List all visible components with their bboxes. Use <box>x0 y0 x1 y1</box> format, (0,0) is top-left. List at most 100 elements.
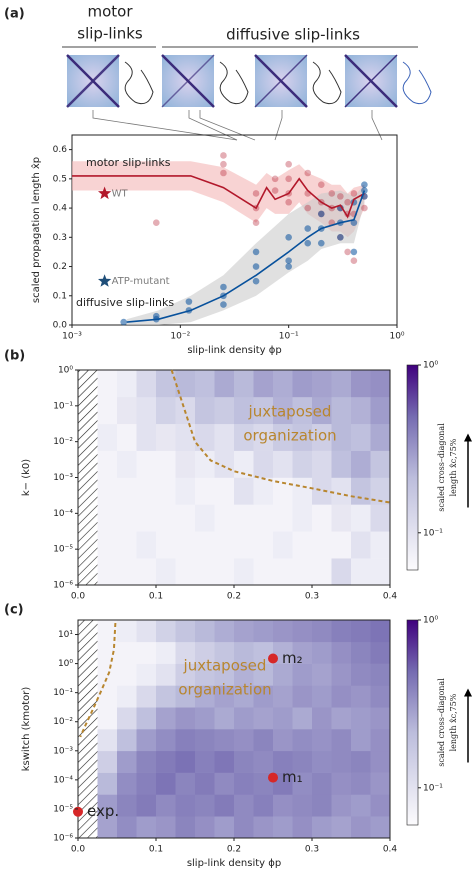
star-marker <box>98 186 112 200</box>
heatmap-cell <box>253 750 274 773</box>
heatmap-cell <box>117 641 137 664</box>
scatter-point <box>252 277 260 285</box>
heatmap-cell <box>331 663 352 686</box>
heatmap-cell <box>97 450 118 478</box>
heatmap-cell <box>312 641 332 664</box>
heatmap-cell <box>136 423 157 451</box>
heatmap-cell <box>312 558 332 586</box>
heatmap-cell <box>97 477 118 505</box>
band <box>126 184 365 325</box>
heatmap-cell <box>351 531 371 559</box>
x-tick-label: 0.1 <box>149 845 163 855</box>
heatmap-cell <box>156 729 176 752</box>
connector <box>199 110 256 141</box>
heatmap-cell <box>253 504 274 532</box>
y-tick-label: 10⁻⁶ <box>53 581 73 591</box>
y-tick-label: 10⁻⁴ <box>53 775 73 785</box>
heatmap-cell <box>351 685 371 708</box>
heatmap-cell <box>214 663 235 686</box>
heatmap-cell <box>195 685 215 708</box>
point-label: m₁ <box>282 768 303 786</box>
heatmap-cell <box>97 816 118 839</box>
x-tick-label: 0.0 <box>71 592 86 602</box>
heatmap-cell <box>273 423 293 451</box>
heatmap-cell <box>312 729 332 752</box>
heatmap-cell <box>292 685 313 708</box>
scatter-point <box>220 169 227 177</box>
heatmap-cell <box>370 707 391 730</box>
heatmap-cell <box>351 750 371 773</box>
heatmap-cell <box>195 370 215 398</box>
heatmap-cell <box>214 620 235 643</box>
heatmap-cell <box>175 620 196 643</box>
colorbar-label: length x̂c,75% <box>449 438 458 496</box>
heatmap-cell <box>351 504 371 532</box>
heatmap-cell <box>195 396 215 425</box>
heatmap-cell <box>292 794 313 817</box>
scatter-point <box>304 204 312 212</box>
heatmap-cell <box>312 450 332 478</box>
heatmap-cell <box>234 685 254 708</box>
heatmap-cell <box>370 450 391 478</box>
scatter-point <box>317 239 325 247</box>
scatter-point <box>350 257 358 264</box>
scatter-point <box>304 225 312 232</box>
heatmap-cell <box>195 794 215 817</box>
heatmap-cell <box>234 531 254 559</box>
heatmap-cell <box>370 558 391 586</box>
heatmap-cell <box>312 816 332 839</box>
heatmap-cell <box>234 396 254 425</box>
heatmap-cell <box>136 685 157 708</box>
heatmap-cell <box>214 558 235 586</box>
x-tick-label: 0.4 <box>383 592 398 602</box>
heatmap-cell <box>273 396 293 425</box>
heatmap-cell <box>253 450 274 478</box>
x-tick-label: 0.3 <box>305 592 319 602</box>
heatmap-cell <box>292 450 313 478</box>
heatmap-cell <box>292 750 313 773</box>
heatmap-cell <box>195 707 215 730</box>
heatmap-cell <box>214 477 235 505</box>
heatmap-cell <box>214 396 235 425</box>
heatmap-cell <box>136 450 157 478</box>
heatmap-cell <box>234 450 254 478</box>
heatmap-cell <box>156 396 176 425</box>
heatmap-cell <box>351 370 371 398</box>
heatmap-cell <box>312 685 332 708</box>
heatmap-cell <box>351 663 371 686</box>
heatmap-cell <box>370 641 391 664</box>
heatmap-cell <box>312 423 332 451</box>
header-label: motor <box>87 3 133 21</box>
heatmap-cell <box>156 685 176 708</box>
heatmap-cell <box>136 620 157 643</box>
heatmap-cell <box>97 620 118 643</box>
heatmap-cell <box>331 477 352 505</box>
heatmap-cell <box>351 794 371 817</box>
heatmap-cell <box>175 663 196 686</box>
heatmap-cell <box>331 707 352 730</box>
scatter-point <box>152 219 160 226</box>
heatmap-cell <box>370 423 391 451</box>
x-tick-label: 0.2 <box>227 592 241 602</box>
hatched-region <box>78 370 98 585</box>
heatmap-cell <box>175 816 196 839</box>
scatter-point <box>285 160 292 168</box>
marker-label: WT <box>112 188 129 199</box>
heatmap-cell <box>370 370 391 398</box>
colorbar-label: scaled cross–diagonal <box>437 423 446 512</box>
scatter-point <box>285 175 292 183</box>
heatmap-cell <box>156 707 176 730</box>
heatmap-cell <box>117 707 137 730</box>
heatmap-cell <box>370 729 391 752</box>
polymer-sketch <box>124 61 154 105</box>
heatmap-cell <box>312 531 332 559</box>
heatmap-cell <box>253 423 274 451</box>
scatter-point <box>220 301 227 308</box>
heatmap-cell <box>214 707 235 730</box>
heatmap-cell <box>117 663 137 686</box>
heatmap-cell <box>273 504 293 532</box>
heatmap-cell <box>175 450 196 478</box>
y-axis-label: k− (k0) <box>21 459 32 496</box>
series-label: motor slip-links <box>86 156 171 169</box>
heatmap-cell <box>234 729 254 752</box>
